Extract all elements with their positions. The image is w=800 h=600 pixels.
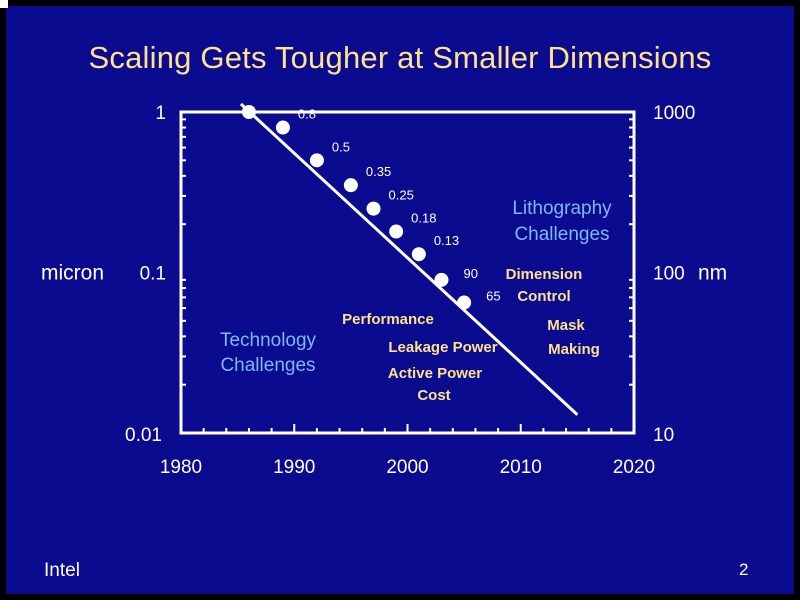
annotations: Lithography Challenges Technology Challe… [220,198,612,404]
node-label: 0.18 [411,211,436,226]
scaling-chart: 1 0.1 0.01 1000 100 10 micron nm 1980 19… [41,102,727,478]
node-point [457,295,472,310]
x-tick-2000: 2000 [386,457,428,478]
node-point [343,178,358,193]
y-axis-label-nm: nm [698,262,727,285]
node-point [434,272,449,287]
node-label: 0.25 [389,188,414,203]
node-point [389,224,404,239]
annotation-lithography-line2: Challenges [514,224,609,245]
annotation-mask-line2: Making [548,341,600,358]
annotation-technology-line2: Challenges [220,355,315,376]
annotation-dimension-line1: Dimension [506,266,583,283]
node-point [309,153,324,168]
brand-label: Intel [44,560,80,581]
node-label: 0.13 [434,233,459,248]
annotation-active-power: Active Power [388,365,482,382]
y-tick-right-100: 100 [653,264,685,285]
node-point [275,120,290,135]
annotation-cost: Cost [417,387,450,404]
y-axis-label-micron: micron [41,262,104,285]
x-tick-2020: 2020 [613,457,655,478]
axis-labels: 1 0.1 0.01 1000 100 10 micron nm 1980 19… [41,103,727,478]
node-point [411,247,426,262]
annotation-technology-line1: Technology [220,330,317,351]
y-tick-left-1: 1 [155,103,166,124]
slide-title: Scaling Gets Tougher at Smaller Dimensio… [88,40,712,75]
node-series: 0.8 0.5 0.35 0.25 0.18 0.13 90 65 [239,102,579,416]
node-label: 65 [486,289,500,304]
minor-ticks [181,118,634,433]
annotation-performance: Performance [342,311,434,328]
annotation-lithography-line1: Lithography [512,198,612,219]
node-point [241,105,256,119]
node-label: 0.5 [332,139,350,154]
annotation-mask-line1: Mask [547,317,585,334]
y-tick-right-10: 10 [653,425,674,446]
trend-line [239,102,579,416]
corner-marker [0,0,8,8]
y-tick-right-1000: 1000 [653,103,695,124]
page-number: 2 [739,560,749,579]
y-tick-left-0.1: 0.1 [140,264,166,285]
x-tick-1980: 1980 [160,457,202,478]
node-label: 90 [463,266,477,281]
node-point [366,201,381,216]
node-label: 0.8 [298,107,316,122]
node-label: 0.35 [366,164,391,179]
x-tick-1990: 1990 [273,457,315,478]
annotation-leakage-power: Leakage Power [388,339,497,356]
y-tick-left-0.01: 0.01 [125,425,162,446]
annotation-dimension-line2: Control [517,288,570,305]
slide: Scaling Gets Tougher at Smaller Dimensio… [6,6,794,594]
x-tick-2010: 2010 [500,457,542,478]
